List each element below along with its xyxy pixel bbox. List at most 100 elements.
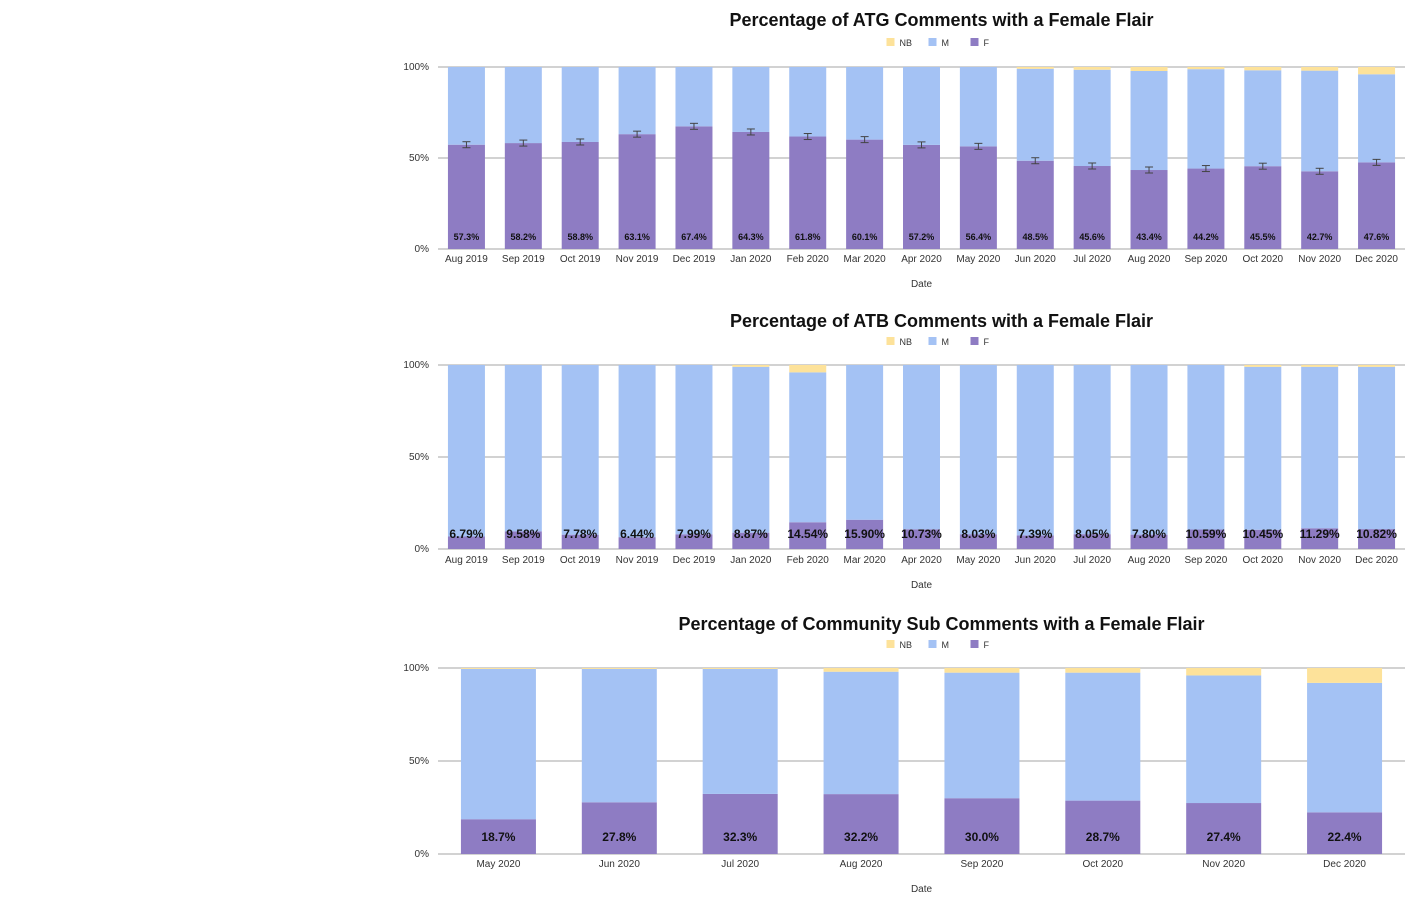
error-bar [1201, 165, 1210, 173]
x-tick-label: Jul 2020 [1073, 555, 1111, 566]
bar-nb [789, 365, 827, 373]
chart-title: Percentage of ATB Comments with a Female… [730, 311, 1153, 331]
bar-f [1301, 171, 1339, 249]
x-tick-label: Feb 2020 [787, 254, 830, 265]
bar-f [561, 141, 599, 249]
legend-swatch-f [970, 640, 979, 648]
bar-m [447, 365, 485, 537]
y-tick-label: 50% [409, 452, 429, 463]
x-tick-label: Jul 2020 [1073, 254, 1111, 265]
bar-m [789, 372, 827, 523]
legend-swatch-nb [886, 337, 895, 345]
y-tick-label: 0% [415, 544, 430, 555]
data-label: 8.87% [734, 527, 768, 541]
bar-f [1065, 800, 1141, 854]
data-label: 32.3% [723, 830, 757, 844]
data-label: 42.7% [1307, 232, 1333, 242]
x-tick-label: Sep 2019 [502, 555, 545, 566]
data-label: 63.1% [624, 232, 650, 242]
bar-group [1244, 67, 1282, 249]
bar-group [903, 67, 940, 249]
x-tick-label: Mar 2020 [843, 555, 886, 566]
bar-nb [1130, 67, 1168, 72]
bar-group [789, 67, 827, 249]
bar-f [1016, 535, 1054, 549]
bar-group [618, 67, 656, 249]
bar-m [732, 366, 770, 533]
data-label: 67.4% [681, 232, 707, 242]
bar-f [1358, 162, 1396, 249]
bar-m [618, 67, 656, 135]
bar-m [903, 67, 940, 145]
error-bar [689, 122, 698, 130]
x-tick-label: Nov 2020 [1298, 555, 1341, 566]
y-tick-label: 50% [409, 756, 429, 767]
bar-m [1073, 69, 1111, 167]
data-label: 64.3% [738, 232, 764, 242]
chart-title: Percentage of ATG Comments with a Female… [729, 10, 1153, 30]
bar-m [1301, 70, 1339, 172]
bar-m [959, 365, 997, 535]
data-label: 47.6% [1364, 232, 1390, 242]
bar-f [561, 534, 599, 549]
x-tick-label: Oct 2020 [1083, 859, 1124, 870]
x-tick-label: May 2020 [956, 555, 1000, 566]
bar-nb [1307, 668, 1383, 683]
data-label: 11.29% [1300, 527, 1340, 541]
y-tick-label: 100% [403, 663, 429, 674]
data-label: 32.2% [844, 830, 878, 844]
bar-f [504, 143, 542, 249]
data-label: 9.58% [506, 527, 540, 541]
bar-nb [732, 365, 770, 367]
y-tick-label: 0% [415, 849, 430, 860]
data-label: 22.4% [1328, 830, 1362, 844]
bar-f [903, 144, 940, 249]
bar-m [1130, 71, 1168, 171]
x-tick-label: Dec 2020 [1323, 859, 1366, 870]
bar-m [581, 668, 657, 803]
legend-label-m: M [942, 38, 950, 48]
bar-f [959, 534, 997, 549]
error-bar [1258, 162, 1267, 170]
bar-group [1187, 67, 1225, 249]
bar-f [903, 529, 940, 549]
bar-group [447, 365, 485, 549]
legend-item-m: M [928, 38, 950, 48]
data-label: 10.45% [1242, 527, 1283, 541]
bar-group [1130, 67, 1168, 249]
data-label: 6.79% [449, 527, 483, 541]
bar-f [1187, 168, 1225, 249]
bar-group [618, 365, 656, 549]
x-tick-label: Jun 2020 [599, 859, 641, 870]
bar-m [1244, 366, 1282, 530]
bar-group [702, 668, 778, 854]
bar-m [1016, 365, 1054, 536]
bar-f [618, 537, 656, 549]
bar-group [789, 365, 827, 549]
data-label: 10.73% [901, 527, 942, 541]
bar-group [675, 365, 713, 549]
error-bar [1031, 157, 1040, 165]
bar-f [1301, 528, 1339, 549]
bar-m [1358, 74, 1396, 163]
error-bar [462, 141, 471, 149]
bar-m [1187, 69, 1225, 169]
legend-item-f: F [970, 38, 990, 48]
bar-m [944, 672, 1020, 799]
bar-group [1073, 67, 1111, 249]
data-label: 30.0% [965, 830, 999, 844]
bar-m [903, 365, 940, 530]
bar-group [581, 668, 657, 854]
error-bar [860, 136, 869, 144]
chart-2: Percentage of ATB Comments with a Female… [403, 311, 1405, 591]
data-label: 15.90% [844, 527, 885, 541]
x-tick-label: Feb 2020 [787, 555, 830, 566]
bar-f [1244, 166, 1282, 249]
data-label: 48.5% [1022, 232, 1048, 242]
legend-label-nb: NB [900, 337, 913, 347]
bar-group [823, 668, 899, 854]
bar-nb [1358, 67, 1396, 75]
data-label: 58.8% [567, 232, 593, 242]
bar-nb [1358, 365, 1396, 367]
bar-group [1358, 67, 1396, 249]
